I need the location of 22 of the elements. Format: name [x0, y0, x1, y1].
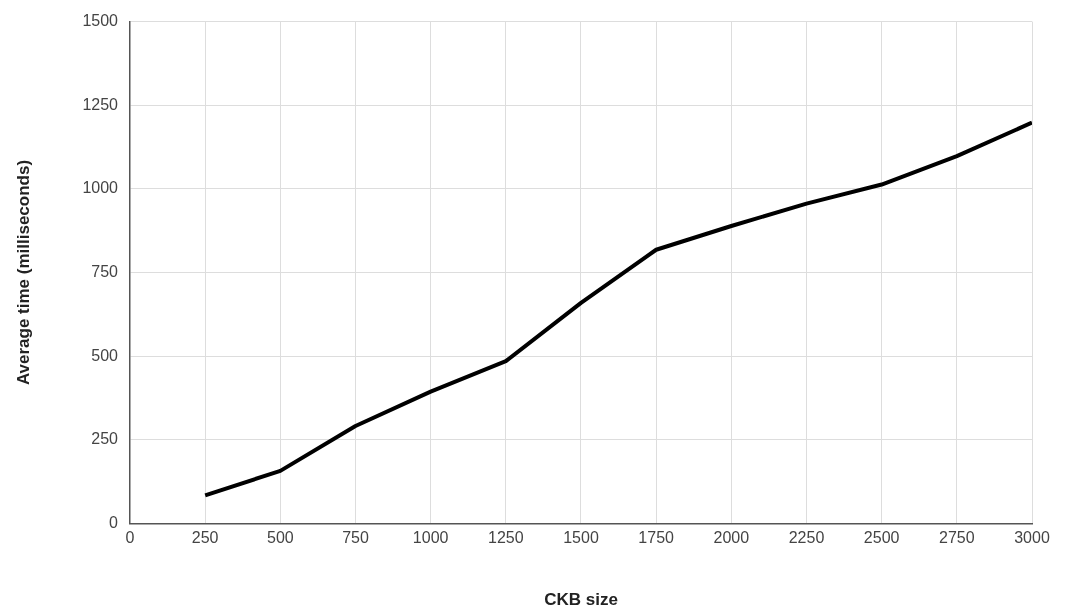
- x-tick-label: 2750: [939, 529, 975, 547]
- x-tick-label: 2250: [788, 529, 825, 547]
- y-tick-label: 750: [91, 262, 119, 280]
- x-tick-label: 1750: [638, 529, 675, 547]
- x-tick-label: 0: [125, 529, 135, 547]
- x-tick-label: 500: [266, 529, 294, 547]
- x-tick-label: 1250: [488, 529, 524, 547]
- x-tick-label: 2000: [713, 529, 750, 547]
- y-tick-label: 1250: [82, 95, 119, 113]
- x-tick-label: 3000: [1014, 529, 1050, 547]
- x-tick-label: 1500: [563, 529, 599, 547]
- y-tick-label: 1500: [82, 12, 119, 30]
- y-axis-title: Average time (milliseconds): [13, 159, 33, 386]
- x-axis-title: CKB size: [544, 590, 618, 610]
- x-tick-label: 1000: [412, 529, 449, 547]
- x-tick-label: 2500: [863, 529, 900, 547]
- y-tick-label: 500: [91, 346, 119, 364]
- y-tick-label: 1000: [82, 179, 119, 197]
- y-tick-label: 0: [109, 513, 119, 531]
- x-tick-label: 750: [342, 529, 369, 547]
- x-tick-label: 250: [191, 529, 219, 547]
- y-tick-label: 250: [91, 430, 119, 448]
